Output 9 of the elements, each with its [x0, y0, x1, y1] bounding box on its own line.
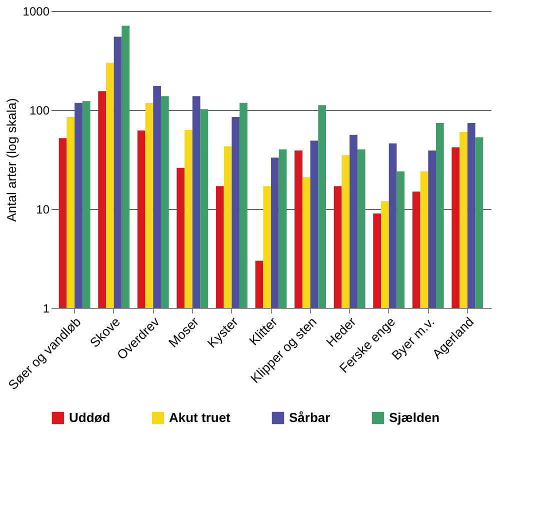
y-axis-title: Antal arter (log skala)	[4, 98, 19, 222]
y-tick-label: 100	[29, 104, 50, 118]
legend-label: Akut truet	[169, 410, 232, 425]
legend-label: Uddød	[69, 410, 110, 425]
legend-label: Sjælden	[389, 410, 440, 425]
y-tick-label: 1000	[22, 4, 50, 18]
legend-label: Sårbar	[289, 410, 330, 425]
y-tick-label: 1	[42, 302, 50, 316]
y-tick-label: 10	[36, 202, 50, 216]
